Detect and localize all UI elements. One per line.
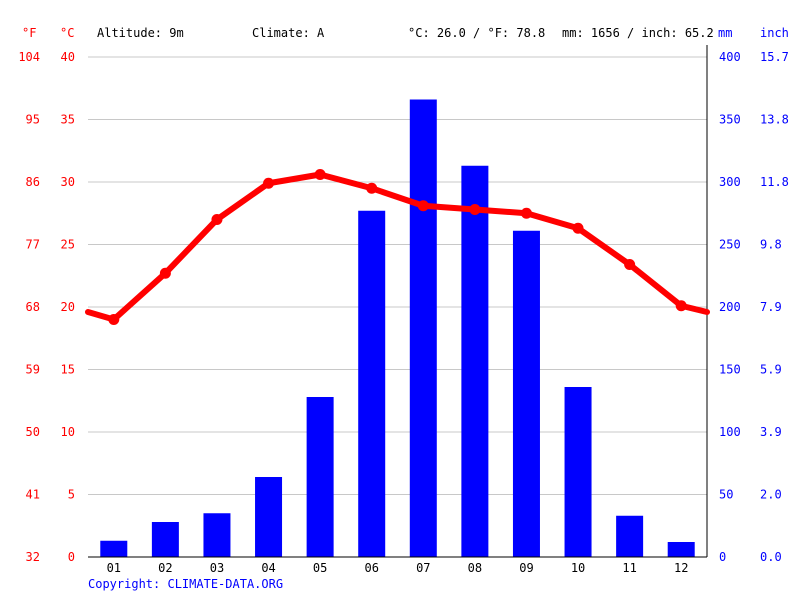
month-tick-label: 06 [364, 561, 378, 575]
month-tick-label: 01 [107, 561, 121, 575]
mm-tick-label: 100 [719, 425, 741, 439]
fahrenheit-tick-label: 32 [26, 550, 40, 564]
celsius-tick-label: 30 [61, 175, 75, 189]
month-tick-label: 10 [571, 561, 585, 575]
inch-tick-label: 5.9 [760, 363, 782, 377]
temperature-point [159, 267, 171, 279]
celsius-tick-label: 40 [61, 50, 75, 64]
fahrenheit-tick-label: 104 [18, 50, 40, 64]
temperature-point [211, 214, 223, 225]
fahrenheit-tick-label: 86 [26, 175, 40, 189]
inch-tick-label: 0.0 [760, 550, 782, 564]
month-tick-label: 03 [210, 561, 224, 575]
copyright-label: Copyright: CLIMATE-DATA.ORG [88, 577, 283, 591]
precipitation-summary: mm: 1656 / inch: 65.2 [562, 26, 714, 40]
inch-tick-label: 3.9 [760, 425, 782, 439]
mm-tick-label: 300 [719, 175, 741, 189]
precipitation-bar [255, 477, 283, 557]
mm-tick-label: 200 [719, 300, 741, 314]
precipitation-bar [616, 515, 644, 557]
fahrenheit-tick-label: 68 [26, 300, 40, 314]
precipitation-bar [564, 387, 592, 557]
inch-unit-label: inch [760, 26, 789, 40]
celsius-tick-label: 10 [61, 425, 75, 439]
temperature-point [314, 169, 326, 180]
inch-tick-label: 11.8 [760, 175, 789, 189]
temperature-summary: °C: 26.0 / °F: 78.8 [408, 26, 545, 40]
temperature-point [417, 200, 429, 212]
celsius-unit-label: °C [60, 26, 74, 40]
precipitation-bar [151, 522, 179, 557]
celsius-tick-label: 0 [68, 550, 75, 564]
precipitation-bars [100, 99, 695, 557]
mm-tick-label: 350 [719, 113, 741, 127]
fahrenheit-tick-label: 59 [26, 363, 40, 377]
fahrenheit-tick-label: 95 [26, 113, 40, 127]
month-tick-label: 11 [622, 561, 636, 575]
mm-tick-label: 0 [719, 550, 726, 564]
temperature-point [469, 204, 481, 215]
celsius-tick-label: 25 [61, 238, 75, 252]
inch-tick-label: 13.8 [760, 113, 789, 127]
inch-tick-label: 2.0 [760, 488, 782, 502]
precipitation-bar [667, 542, 695, 557]
fahrenheit-tick-label: 50 [26, 425, 40, 439]
gridlines [88, 56, 707, 495]
month-tick-label: 12 [674, 561, 688, 575]
month-tick-label: 05 [313, 561, 327, 575]
temperature-point [675, 300, 687, 312]
precipitation-bar [358, 210, 386, 557]
precipitation-bar [409, 99, 437, 557]
month-tick-label: 09 [519, 561, 533, 575]
celsius-tick-label: 15 [61, 363, 75, 377]
mm-tick-label: 150 [719, 363, 741, 377]
temperature-point [520, 207, 532, 219]
fahrenheit-tick-label: 41 [26, 488, 40, 502]
month-tick-label: 08 [468, 561, 482, 575]
month-tick-label: 07 [416, 561, 430, 575]
temperature-line-path [85, 171, 710, 323]
axes [88, 45, 708, 558]
temperature-point [366, 182, 378, 194]
inch-tick-label: 15.7 [760, 50, 789, 64]
temperature-point [108, 314, 120, 325]
inch-tick-label: 7.9 [760, 300, 782, 314]
temperature-point [572, 222, 584, 234]
month-tick-label: 04 [261, 561, 275, 575]
mm-tick-label: 50 [719, 488, 733, 502]
precipitation-bar [306, 397, 334, 557]
temperature-point [263, 177, 275, 189]
precipitation-bar [512, 230, 540, 557]
fahrenheit-unit-label: °F [22, 26, 36, 40]
precipitation-bar [100, 540, 128, 557]
climate-label: Climate: A [252, 26, 325, 40]
mm-unit-label: mm [718, 26, 732, 40]
inch-tick-label: 9.8 [760, 238, 782, 252]
altitude-label: Altitude: 9m [97, 26, 184, 40]
tick-labels: 32 0 0 0.0 41 5 50 2.0 50 10 100 3.9 59 15 150 5.9 68 20 2… [18, 50, 789, 575]
mm-tick-label: 400 [719, 50, 741, 64]
temperature-line [85, 169, 710, 325]
precipitation-bar [203, 513, 231, 557]
celsius-tick-label: 5 [68, 488, 75, 502]
temperature-point [624, 259, 636, 270]
celsius-tick-label: 35 [61, 113, 75, 127]
fahrenheit-tick-label: 77 [26, 238, 40, 252]
month-tick-label: 02 [158, 561, 172, 575]
mm-tick-label: 250 [719, 238, 741, 252]
celsius-tick-label: 20 [61, 300, 75, 314]
precipitation-bar [461, 165, 489, 557]
